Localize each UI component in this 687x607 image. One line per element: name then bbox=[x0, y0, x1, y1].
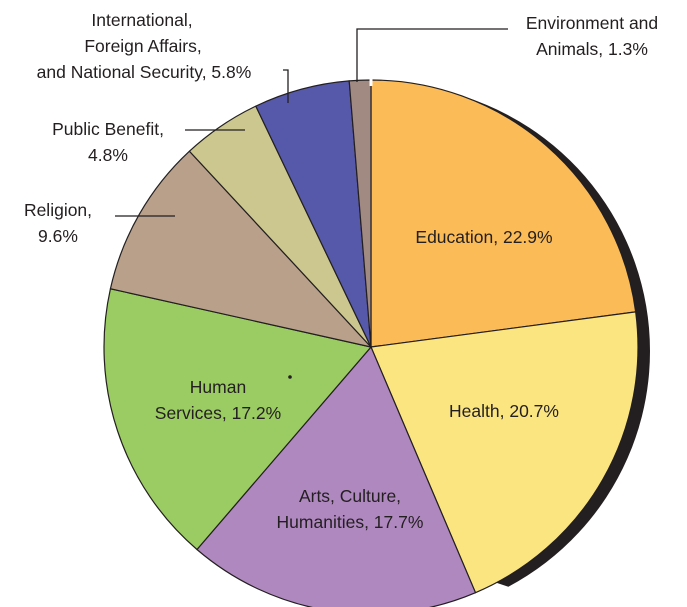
center-dot bbox=[288, 375, 292, 379]
pie-slice-arts-culture-humanities bbox=[196, 346, 477, 607]
pie-slice-religion bbox=[109, 150, 372, 348]
slice-label-line: 9.6% bbox=[38, 226, 78, 246]
slice-label-arts-culture-humanities: Arts, Culture, Humanities, 17.7% bbox=[277, 486, 424, 532]
slice-label-line: Public Benefit, bbox=[52, 119, 164, 139]
pie-slice-education bbox=[370, 79, 637, 348]
slice-label-public-benefit: Public Benefit, 4.8% bbox=[52, 119, 164, 165]
slice-label-line: Services, 17.2% bbox=[155, 403, 281, 423]
slice-label-line: and National Security, 5.8% bbox=[37, 62, 252, 82]
slice-label-line: Environment and bbox=[526, 13, 658, 33]
slice-label-line: Animals, 1.3% bbox=[536, 39, 648, 59]
slice-label-line: Religion, bbox=[24, 200, 92, 220]
slice-label-line: Education, 22.9% bbox=[415, 227, 552, 247]
slice-label-environment-and-animals: Environment and Animals, 1.3% bbox=[526, 13, 658, 59]
slice-label-line: Health, 20.7% bbox=[449, 401, 559, 421]
leader-line-international-foreign-affairs-and-national-security bbox=[283, 69, 289, 103]
slice-label-line: Arts, Culture, bbox=[299, 486, 401, 506]
pie-slice-health bbox=[370, 311, 639, 594]
slice-label-line: Foreign Affairs, bbox=[84, 36, 201, 56]
slice-label-health: Health, 20.7% bbox=[449, 401, 559, 421]
leader-line-environment-and-animals bbox=[356, 28, 508, 82]
slice-label-religion: Religion, 9.6% bbox=[24, 200, 92, 246]
slice-label-education: Education, 22.9% bbox=[415, 227, 552, 247]
slice-label-human-services: Human Services, 17.2% bbox=[155, 377, 281, 423]
slice-label-line: International, bbox=[91, 10, 192, 30]
slice-label-line: Humanities, 17.7% bbox=[277, 512, 424, 532]
slice-label-international-foreign-affairs-and-national-security: International, Foreign Affairs, and Nation… bbox=[37, 10, 252, 82]
pie-slice-human-services bbox=[103, 288, 372, 551]
slice-label-line: 4.8% bbox=[88, 145, 128, 165]
slice-label-line: Human bbox=[190, 377, 246, 397]
